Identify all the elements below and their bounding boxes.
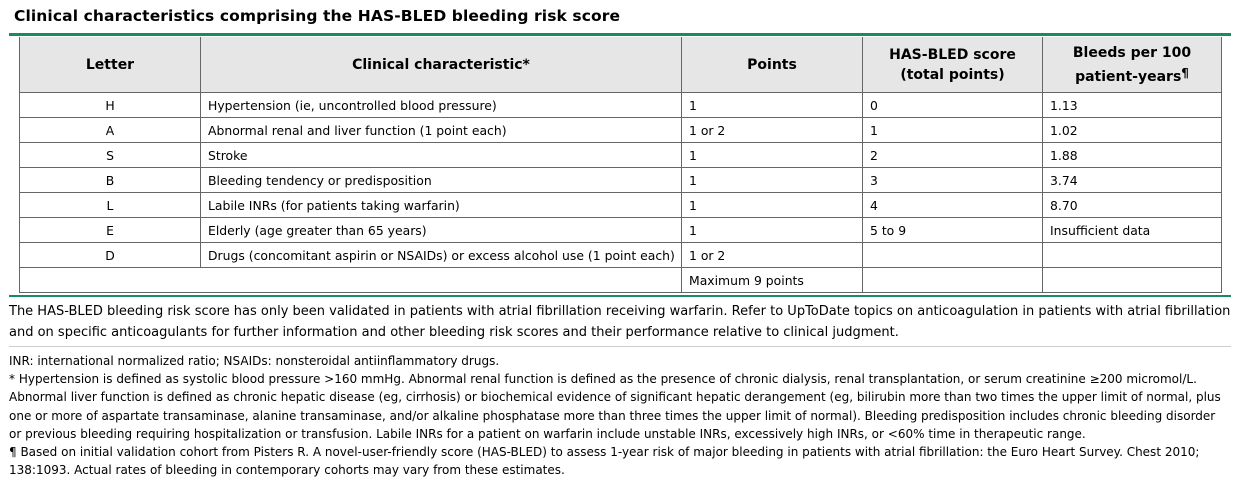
cell-characteristic: Elderly (age greater than 65 years): [200, 217, 682, 243]
cell-points: 1: [681, 142, 863, 168]
cell-total-bleeds: [1042, 267, 1222, 293]
cell-bleeds: Insufficient data: [1042, 217, 1222, 243]
cell-points: 1 or 2: [681, 117, 863, 143]
header-bleeds-line1: Bleeds per 100: [1072, 44, 1192, 61]
cell-bleeds: 8.70: [1042, 192, 1222, 218]
cell-bleeds: 1.02: [1042, 117, 1222, 143]
table-row: B Bleeding tendency or predisposition 1 …: [19, 167, 1222, 193]
cell-characteristic: Drugs (concomitant aspirin or NSAIDs) or…: [200, 242, 682, 268]
cell-score: 4: [862, 192, 1043, 218]
cell-score: 3: [862, 167, 1043, 193]
cell-score: 1: [862, 117, 1043, 143]
header-score-line2: (total points): [900, 66, 1005, 83]
cell-points: 1: [681, 167, 863, 193]
cell-points: 1: [681, 217, 863, 243]
cell-score: 2: [862, 142, 1043, 168]
cell-total-score: [862, 267, 1043, 293]
cell-points: 1 or 2: [681, 242, 863, 268]
cell-score: [862, 242, 1043, 268]
footnote-abbreviations: INR: international normalized ratio; NSA…: [9, 354, 500, 368]
cell-total-empty: [19, 267, 682, 293]
cell-letter: H: [19, 92, 201, 118]
header-score-line1: HAS-BLED score: [889, 46, 1016, 63]
cell-characteristic: Hypertension (ie, uncontrolled blood pre…: [200, 92, 682, 118]
cell-letter: L: [19, 192, 201, 218]
cell-letter: A: [19, 117, 201, 143]
validation-note: The HAS-BLED bleeding risk score has onl…: [9, 304, 1231, 340]
cell-bleeds: 1.88: [1042, 142, 1222, 168]
cell-points: 1: [681, 192, 863, 218]
title-rule: [9, 33, 1231, 36]
table-total-row: Maximum 9 points: [19, 267, 1222, 293]
table-row: A Abnormal renal and liver function (1 p…: [19, 117, 1222, 143]
cell-total-points: Maximum 9 points: [681, 267, 863, 293]
table-bottom-rule: [9, 295, 1231, 297]
table-row: S Stroke 1 2 1.88: [19, 142, 1222, 168]
table-header-row: Letter Clinical characteristic* Points H…: [19, 37, 1222, 93]
cell-characteristic: Bleeding tendency or predisposition: [200, 167, 682, 193]
header-bleeds: Bleeds per 100 patient-years¶: [1042, 37, 1222, 93]
cell-letter: B: [19, 167, 201, 193]
footnote-mark: ¶: [1181, 65, 1189, 80]
footnotes: INR: international normalized ratio; NSA…: [9, 352, 1231, 479]
cell-letter: D: [19, 242, 201, 268]
page-title: Clinical characteristics comprising the …: [14, 7, 621, 25]
cell-characteristic: Labile INRs (for patients taking warfari…: [200, 192, 682, 218]
cell-letter: S: [19, 142, 201, 168]
cell-characteristic: Abnormal renal and liver function (1 poi…: [200, 117, 682, 143]
table-row: E Elderly (age greater than 65 years) 1 …: [19, 217, 1222, 243]
header-bleeds-line2-wrap: patient-years¶: [1047, 63, 1217, 87]
cell-bleeds: [1042, 242, 1222, 268]
cell-score: 5 to 9: [862, 217, 1043, 243]
header-score: HAS-BLED score (total points): [862, 37, 1043, 93]
has-bled-table: Letter Clinical characteristic* Points H…: [19, 37, 1222, 293]
footnote-star: * Hypertension is defined as systolic bl…: [9, 372, 1221, 441]
cell-bleeds: 3.74: [1042, 167, 1222, 193]
header-letter: Letter: [19, 37, 201, 93]
cell-score: 0: [862, 92, 1043, 118]
cell-points: 1: [681, 92, 863, 118]
header-characteristic: Clinical characteristic*: [200, 37, 682, 93]
table-row: L Labile INRs (for patients taking warfa…: [19, 192, 1222, 218]
table-row: H Hypertension (ie, uncontrolled blood p…: [19, 92, 1222, 118]
table-row: D Drugs (concomitant aspirin or NSAIDs) …: [19, 242, 1222, 268]
cell-characteristic: Stroke: [200, 142, 682, 168]
header-points: Points: [681, 37, 863, 93]
cell-bleeds: 1.13: [1042, 92, 1222, 118]
footnote-divider: [9, 346, 1231, 347]
header-bleeds-line2: patient-years: [1075, 68, 1182, 85]
cell-letter: E: [19, 217, 201, 243]
footnote-pilcrow: ¶ Based on initial validation cohort fro…: [9, 445, 1200, 478]
